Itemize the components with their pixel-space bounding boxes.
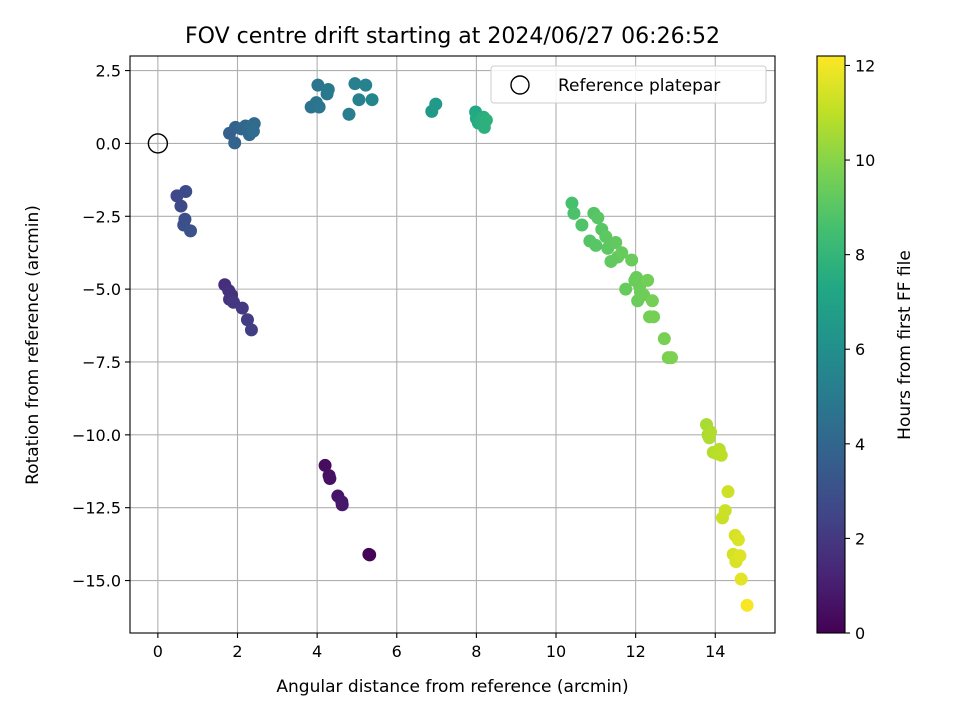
colorbar-tick-label: 10 — [855, 151, 875, 170]
legend-entry: Reference platepar — [558, 76, 720, 96]
plot-frame — [129, 55, 776, 634]
colorbar-tick-label: 6 — [855, 340, 865, 359]
x-tick-label: 0 — [153, 642, 163, 661]
data-point — [359, 78, 373, 92]
data-point — [342, 107, 356, 121]
data-point — [479, 113, 493, 127]
data-point — [589, 238, 603, 252]
legend: Reference platepar — [490, 65, 767, 104]
reference-layer — [147, 133, 169, 154]
y-axis-label: Rotation from reference (arcmin) — [23, 205, 43, 485]
x-tick-label: 14 — [705, 642, 725, 661]
data-point — [246, 124, 260, 138]
data-point — [352, 93, 366, 107]
data-point — [240, 313, 254, 327]
data-point — [228, 136, 242, 150]
data-point — [734, 572, 748, 586]
data-point — [174, 199, 188, 213]
data-point — [731, 533, 745, 547]
data-point — [184, 224, 198, 238]
data-point — [363, 548, 377, 562]
x-tick-label: 6 — [392, 642, 402, 661]
colorbar-tick-label: 12 — [855, 56, 875, 75]
y-tick-label: −2.5 — [82, 207, 121, 226]
data-point — [625, 253, 639, 267]
data-point — [335, 498, 349, 512]
data-point — [664, 351, 678, 365]
chart-title: FOV centre drift starting at 2024/06/27 … — [185, 24, 720, 49]
colorbar-tick-label: 2 — [855, 529, 865, 548]
data-point — [575, 218, 589, 232]
data-point — [244, 323, 258, 337]
data-point — [591, 211, 605, 225]
data-point — [641, 273, 655, 287]
x-tick-label: 8 — [471, 642, 481, 661]
data-point — [348, 77, 362, 91]
data-point — [365, 93, 379, 107]
colorbar-tick-label: 8 — [855, 246, 865, 265]
x-tick-label: 10 — [546, 642, 566, 661]
y-tick-label: 0.0 — [96, 134, 121, 153]
data-point — [609, 236, 623, 250]
data-point — [619, 282, 633, 296]
reference-platepar-marker — [147, 133, 169, 154]
y-tick-label: −10.0 — [72, 426, 121, 445]
data-point — [645, 294, 659, 308]
colorbar: 0 2 4 6 8 10 12 Hours from first FF file — [816, 55, 915, 643]
data-point — [718, 504, 732, 518]
data-point — [733, 549, 747, 563]
legend-box — [490, 65, 767, 104]
data-point — [599, 230, 613, 244]
y-tick-label: −7.5 — [82, 353, 121, 372]
y-tick-label: 2.5 — [96, 62, 121, 81]
colorbar-tick-label: 4 — [855, 435, 865, 454]
data-point — [704, 425, 717, 439]
x-axis-label: Angular distance from reference (arcmin) — [276, 677, 628, 697]
y-tick-label: −5.0 — [82, 280, 121, 299]
legend-marker — [510, 75, 530, 95]
data-point — [565, 196, 579, 210]
colorbar-tick-label: 0 — [855, 624, 865, 643]
data-point — [567, 206, 581, 220]
data-point — [615, 246, 629, 260]
data-points — [170, 77, 754, 612]
data-point — [740, 598, 754, 612]
x-tick-label: 2 — [232, 642, 242, 661]
data-point — [311, 78, 325, 92]
colorbar-gradient — [816, 55, 846, 634]
y-axis-ticks: 2.5 0.0 −2.5 −5.0 −7.5 −10.0 −12.5 −15.0 — [72, 62, 130, 591]
data-point — [721, 485, 735, 499]
grid — [130, 56, 775, 633]
data-point — [179, 185, 193, 199]
colorbar-ticks: 0 2 4 6 8 10 12 — [845, 56, 875, 643]
data-point — [714, 448, 728, 462]
data-point — [318, 458, 332, 472]
colorbar-label: Hours from first FF file — [895, 250, 915, 440]
y-tick-label: −15.0 — [72, 572, 121, 591]
data-point — [429, 97, 443, 111]
x-axis-ticks: 0 2 4 6 8 10 12 14 — [153, 633, 725, 661]
y-tick-label: −12.5 — [72, 499, 121, 518]
data-point — [235, 301, 249, 315]
data-point — [647, 310, 661, 324]
data-point — [323, 472, 337, 486]
x-tick-label: 4 — [312, 642, 322, 661]
data-point — [657, 332, 671, 346]
x-tick-label: 12 — [625, 642, 645, 661]
data-point — [312, 100, 326, 114]
data-point — [321, 83, 335, 97]
